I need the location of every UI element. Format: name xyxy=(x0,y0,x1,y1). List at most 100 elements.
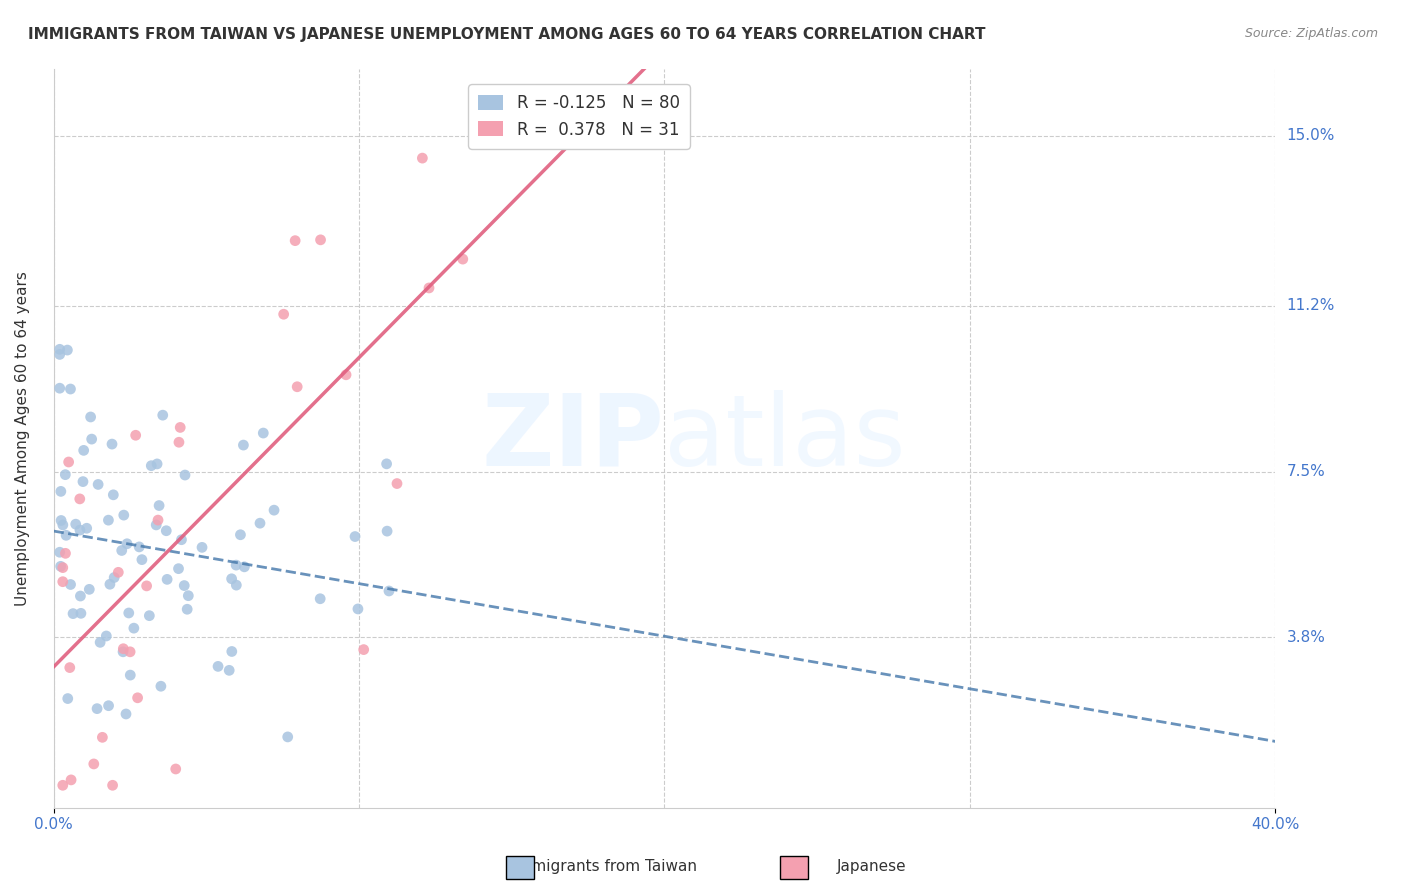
Point xyxy=(96,629,118,643)
Point xyxy=(167,562,190,576)
Text: atlas: atlas xyxy=(665,390,905,487)
Point xyxy=(284,234,307,248)
Point xyxy=(141,458,163,473)
Point xyxy=(375,524,398,538)
Legend: R = -0.125   N = 80, R =  0.378   N = 31: R = -0.125 N = 80, R = 0.378 N = 31 xyxy=(468,84,689,149)
Point xyxy=(120,668,142,682)
Point xyxy=(86,701,108,715)
Point xyxy=(115,706,138,721)
Point xyxy=(83,756,105,771)
Point xyxy=(138,608,160,623)
Point xyxy=(155,524,177,538)
Point xyxy=(191,541,214,555)
Point xyxy=(232,438,254,452)
Point xyxy=(451,252,474,266)
Point xyxy=(70,607,93,621)
Point xyxy=(378,584,401,599)
Point xyxy=(49,514,72,528)
Point xyxy=(56,343,79,357)
Point xyxy=(48,347,70,361)
Point xyxy=(146,513,169,527)
Point xyxy=(229,528,252,542)
Point xyxy=(221,572,243,586)
Text: 11.2%: 11.2% xyxy=(1286,299,1334,313)
Point xyxy=(309,233,332,247)
Point xyxy=(48,343,70,357)
Point xyxy=(169,420,191,434)
Point xyxy=(165,762,187,776)
Point xyxy=(249,516,271,531)
Point xyxy=(353,642,375,657)
Point xyxy=(285,380,308,394)
Point xyxy=(148,499,170,513)
Point xyxy=(89,635,111,649)
Point xyxy=(101,778,124,792)
Point xyxy=(385,476,408,491)
Point xyxy=(207,659,229,673)
Point xyxy=(76,521,98,535)
Text: Japanese: Japanese xyxy=(837,859,907,874)
Point xyxy=(152,408,174,422)
Point xyxy=(122,621,145,635)
Point xyxy=(128,540,150,554)
Point xyxy=(65,517,87,532)
Point xyxy=(347,602,370,616)
Point xyxy=(59,577,82,591)
Point xyxy=(156,573,179,587)
Point xyxy=(111,543,134,558)
Point xyxy=(72,475,94,489)
Point xyxy=(91,731,114,745)
Point xyxy=(375,457,398,471)
Point xyxy=(174,468,197,483)
Point xyxy=(411,151,433,165)
Text: 15.0%: 15.0% xyxy=(1286,128,1334,144)
Point xyxy=(73,443,96,458)
Point xyxy=(69,491,91,506)
Point xyxy=(118,606,141,620)
Point xyxy=(48,545,70,559)
Point xyxy=(55,546,77,560)
Point xyxy=(69,589,91,603)
Point xyxy=(127,690,149,705)
Point xyxy=(233,559,256,574)
Text: 7.5%: 7.5% xyxy=(1286,464,1324,479)
Point xyxy=(218,664,240,678)
Point xyxy=(170,533,193,547)
Point xyxy=(97,513,120,527)
Text: ZIP: ZIP xyxy=(482,390,665,487)
Point xyxy=(59,382,82,396)
Point xyxy=(49,484,72,499)
Point xyxy=(120,645,142,659)
Text: 3.8%: 3.8% xyxy=(1286,630,1326,645)
Point xyxy=(112,508,135,522)
Point xyxy=(167,435,190,450)
Point xyxy=(52,574,75,589)
Point xyxy=(87,477,110,491)
Point xyxy=(52,560,75,574)
Point xyxy=(309,591,332,606)
Point xyxy=(59,660,82,674)
Point xyxy=(225,578,247,592)
Point xyxy=(98,577,121,591)
Point xyxy=(335,368,357,382)
Point xyxy=(177,589,200,603)
Point xyxy=(344,530,367,544)
Point xyxy=(173,578,195,592)
Point xyxy=(79,409,101,424)
Point xyxy=(58,455,80,469)
Point xyxy=(277,730,299,744)
Point xyxy=(52,778,75,792)
Point xyxy=(225,558,247,573)
Y-axis label: Unemployment Among Ages 60 to 64 years: Unemployment Among Ages 60 to 64 years xyxy=(15,270,30,606)
Point xyxy=(252,425,274,440)
Point xyxy=(131,552,153,566)
Text: Immigrants from Taiwan: Immigrants from Taiwan xyxy=(512,859,697,874)
Point xyxy=(149,679,172,693)
Point xyxy=(56,691,79,706)
Point xyxy=(49,559,72,574)
Point xyxy=(103,488,125,502)
Point xyxy=(418,281,440,295)
Point xyxy=(221,644,243,658)
Point xyxy=(79,582,101,597)
Point xyxy=(53,467,76,482)
